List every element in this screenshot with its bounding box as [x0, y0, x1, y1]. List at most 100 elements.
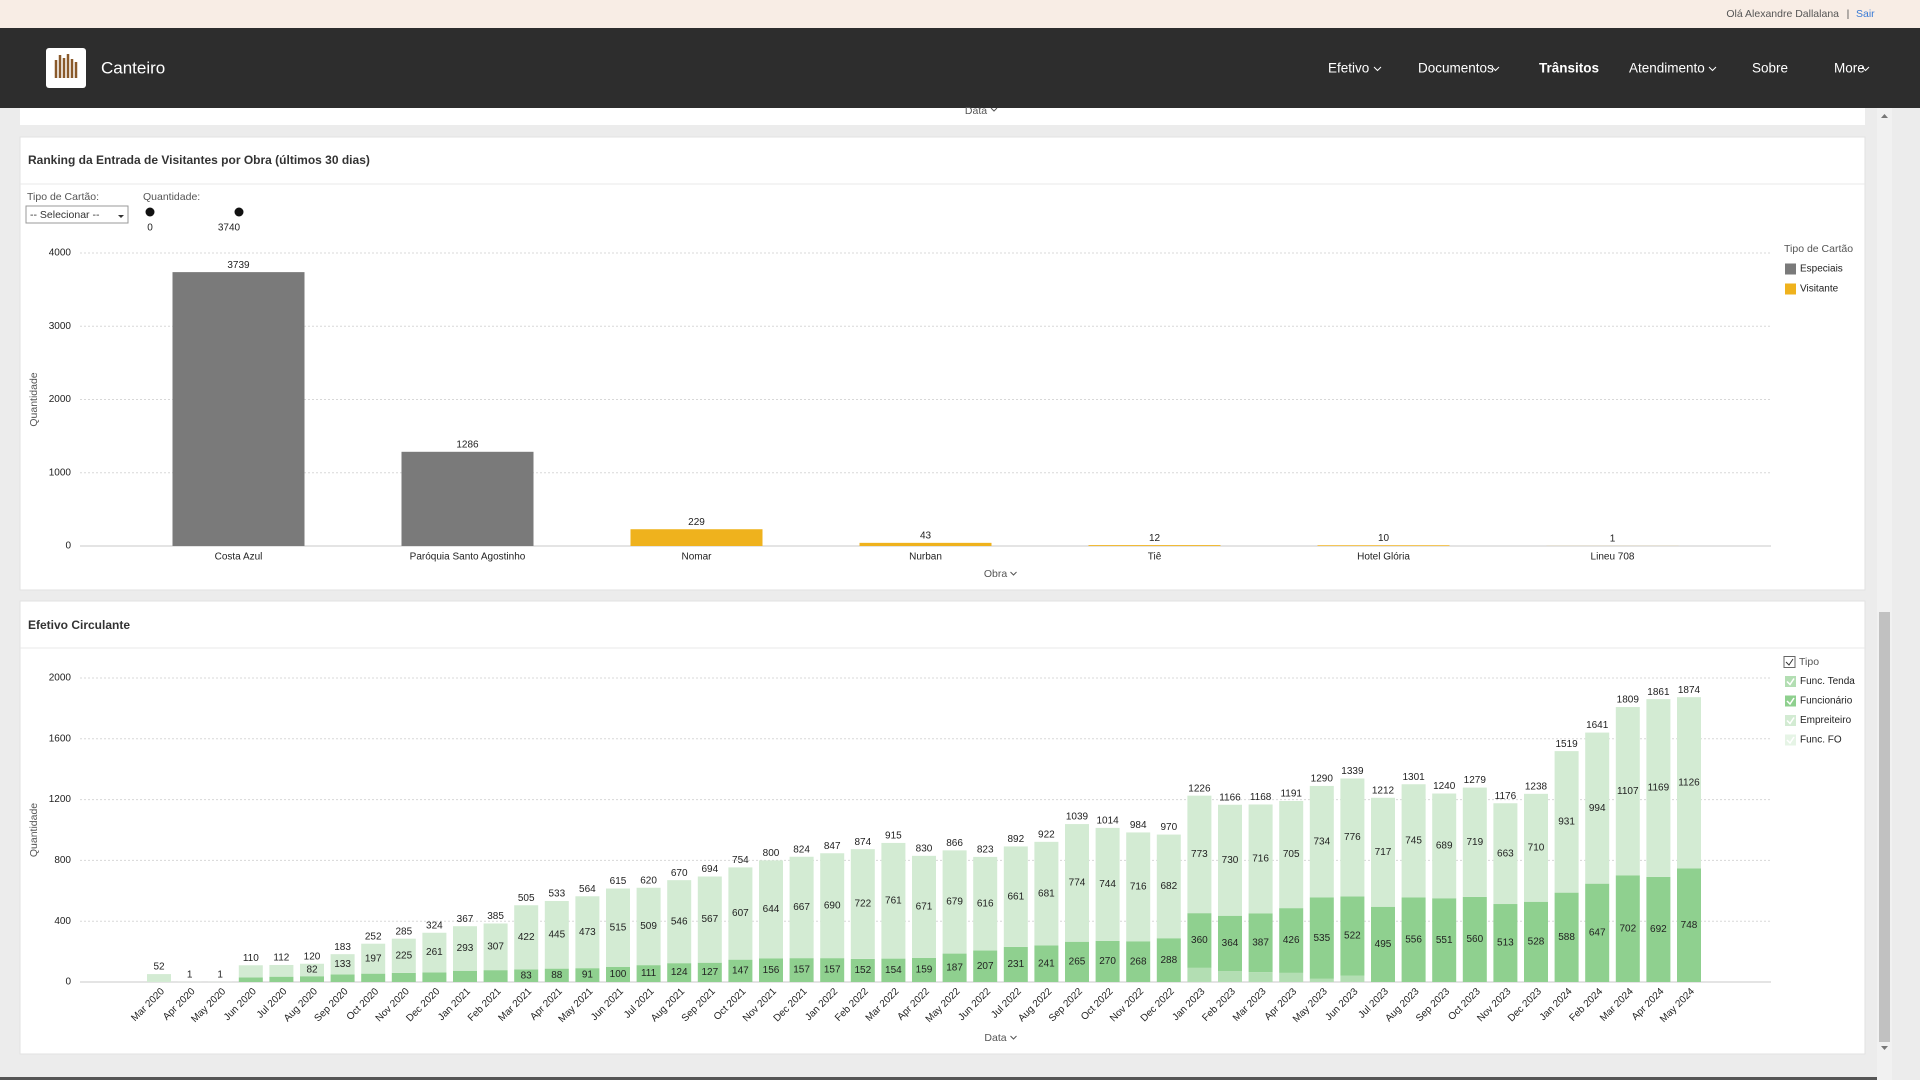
brand[interactable]: Canteiro: [101, 58, 165, 77]
bar-segment: [881, 842, 906, 959]
bar-segment: [1462, 787, 1487, 897]
bar-segment: [1218, 971, 1242, 982]
greeting: Olá Alexandre Dallalana: [1726, 8, 1839, 20]
y-tick-label: 0: [65, 977, 71, 988]
total-label: 1339: [1341, 766, 1364, 777]
segment-label: 551: [1436, 935, 1453, 946]
total-label: 110: [243, 953, 259, 964]
legend-title: Tipo de Cartão: [1784, 243, 1853, 255]
x-tick-label: Tiê: [1148, 552, 1162, 563]
segment-label: 607: [732, 908, 749, 919]
segment-label: 270: [1099, 956, 1116, 967]
segment-label: 152: [854, 965, 871, 976]
total-label: 984: [1130, 820, 1147, 831]
bar-segment: [942, 850, 967, 954]
chevron: [990, 107, 998, 112]
bar-segment: [1034, 841, 1059, 946]
bar-segment: [1095, 940, 1120, 982]
bar-segment: [1003, 846, 1028, 947]
chevron: [1010, 571, 1017, 576]
bar-segment: [636, 965, 661, 982]
bar-segment: [912, 957, 936, 982]
segment-label: 509: [640, 921, 657, 932]
nav-item[interactable]: Atendimento: [1629, 61, 1705, 76]
segment-label: 776: [1344, 832, 1361, 843]
scrollbar-thumb[interactable]: [1879, 612, 1890, 1042]
total-label: 754: [732, 855, 749, 866]
bar-segment: [1187, 795, 1212, 914]
segment-label: 445: [548, 929, 565, 940]
total-label: 874: [854, 837, 871, 848]
total-label: 1191: [1280, 789, 1302, 800]
bar-segment: [422, 972, 447, 982]
segment-label: 774: [1069, 878, 1086, 889]
total-label: 915: [885, 831, 902, 842]
data-label: 1286: [456, 439, 479, 450]
bar-segment: [1187, 913, 1212, 968]
filter-label: Quantidade:: [143, 191, 200, 203]
y-tick-label: 1200: [49, 794, 72, 805]
bar-segment: [1677, 868, 1701, 982]
total-label: 1809: [1617, 695, 1640, 706]
logo[interactable]: [46, 48, 86, 88]
chart-title: Efetivo Circulante: [28, 618, 130, 632]
segment-label: 1169: [1648, 783, 1670, 794]
segment-label: 671: [916, 901, 933, 912]
bar-segment: [1065, 824, 1089, 942]
nav-item[interactable]: More: [1834, 61, 1865, 76]
segment-label: 1126: [1678, 777, 1700, 788]
segment-label: 83: [521, 970, 533, 981]
bar-segment: [1248, 972, 1273, 982]
total-label: 615: [610, 876, 627, 887]
slider-handle[interactable]: [234, 207, 244, 217]
segment-label: 716: [1130, 881, 1147, 892]
total-label: 1: [217, 969, 223, 980]
segment-label: 663: [1497, 848, 1514, 859]
chart-title: Ranking da Entrada de Visitantes por Obr…: [28, 153, 370, 167]
total-label: 385: [487, 911, 504, 922]
bar-segment: [238, 965, 263, 978]
segment-label: 717: [1375, 847, 1392, 858]
legend-label: Func. Tenda: [1800, 676, 1855, 687]
y-axis-label: Quantidade: [28, 372, 40, 426]
slider-handle[interactable]: [145, 207, 155, 217]
total-label: 866: [946, 838, 963, 849]
y-tick-label: 1600: [49, 733, 72, 744]
bar-segment: [667, 880, 692, 964]
segment-label: 773: [1191, 849, 1208, 860]
card-type-select[interactable]: -- Selecionar --: [25, 205, 129, 224]
nav-item[interactable]: Trânsitos: [1539, 61, 1599, 76]
panel: [19, 136, 1866, 591]
y-tick-label: 2000: [49, 673, 72, 684]
bar-segment: [1309, 897, 1334, 979]
segment-label: 473: [579, 927, 596, 938]
bar-segment: [1279, 908, 1304, 973]
total-label: 533: [548, 889, 565, 900]
logout-link[interactable]: Sair: [1856, 8, 1875, 20]
legend-swatch: [1785, 695, 1796, 707]
total-label: 120: [304, 951, 321, 962]
bar-segment: [1371, 797, 1395, 907]
segment-label: 261: [426, 947, 443, 958]
total-label: 1301: [1402, 772, 1425, 783]
segment-label: 702: [1619, 923, 1636, 934]
bar-segment: [575, 896, 600, 969]
nav-item[interactable]: Sobre: [1752, 61, 1788, 76]
total-label: 367: [457, 914, 474, 925]
nav-item[interactable]: Efetivo: [1328, 61, 1369, 76]
bar: [1088, 545, 1221, 546]
bar-segment: [544, 900, 569, 969]
segment-label: 127: [701, 967, 718, 978]
segment-label: 159: [916, 965, 933, 976]
total-label: 52: [153, 962, 165, 973]
total-label: 285: [395, 926, 412, 937]
select-box: [25, 205, 129, 224]
segment-label: 748: [1681, 920, 1698, 931]
bar-segment: [759, 860, 783, 959]
nav-item[interactable]: Documentos: [1418, 61, 1494, 76]
bar-segment: [1340, 896, 1365, 976]
legend-check: [1785, 658, 1794, 666]
bar-segment: [1003, 946, 1028, 982]
bar-segment: [820, 853, 845, 959]
total-label: 970: [1160, 822, 1177, 833]
